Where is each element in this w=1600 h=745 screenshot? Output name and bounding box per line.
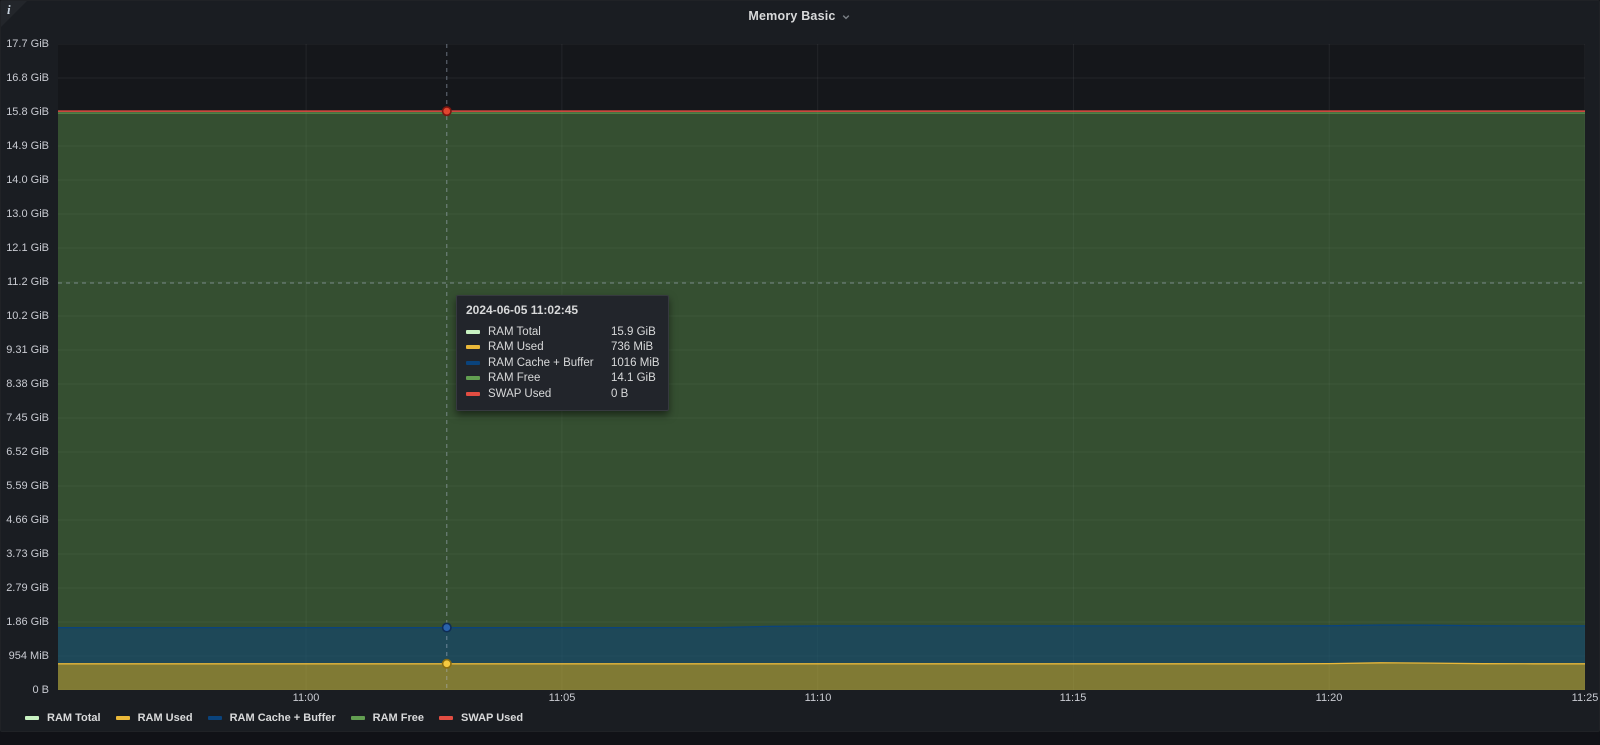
y-tick-label: 8.38 GiB [6,378,49,390]
tooltip-series-name: SWAP Used [488,387,552,400]
y-tick-label: 9.31 GiB [6,344,49,356]
panel-info-corner[interactable] [1,1,27,27]
hover-marker-ram-cache-buffer [441,622,452,633]
tooltip-series-name: RAM Free [488,372,541,385]
y-tick-label: 2.79 GiB [6,582,49,594]
y-tick-label: 0 B [32,684,49,696]
panel-header[interactable]: Memory Basic [1,1,1599,31]
tooltip-series-swatch [466,391,480,396]
legend-item-ram-free[interactable]: RAM Free [350,712,424,724]
tooltip-series-swatch [466,376,480,381]
y-tick-label: 5.59 GiB [6,480,49,492]
hover-marker-ram-used [441,658,452,669]
legend-swatch [25,716,39,720]
tooltip-series-name: RAM Total [488,325,541,338]
y-tick-label: 17.7 GiB [6,38,49,50]
tooltip-series-value: 15.9 GiB [611,325,656,338]
legend-item-ram-cache-buffer[interactable]: RAM Cache + Buffer [207,712,336,724]
legend-swatch [207,716,222,720]
y-tick-label: 4.66 GiB [6,514,49,526]
x-tick-label: 11:15 [1059,692,1087,704]
y-tick-label: 1.86 GiB [6,616,49,628]
chart-svg[interactable] [58,44,1585,690]
legend-item-ram-total[interactable]: RAM Total [25,712,101,724]
legend-swatch [438,716,453,720]
info-icon[interactable]: i [7,2,11,17]
tooltip: 2024-06-05 11:02:45 RAM Total 15.9 GiB R… [456,295,669,411]
area-ram-used [58,662,1585,690]
y-tick-label: 3.73 GiB [6,548,49,560]
y-tick-label: 10.2 GiB [6,310,49,322]
legend-swatch [350,716,365,720]
line-ram-used [58,662,1585,665]
legend-item-ram-used[interactable]: RAM Used [115,712,193,724]
legend-swatch [115,716,130,720]
tooltip-series-swatch [466,329,480,334]
x-tick-label: 11:25 [1571,692,1599,704]
y-tick-label: 7.45 GiB [6,412,49,424]
legend-label: RAM Used [137,712,193,724]
x-tick-label: 11:00 [292,692,320,704]
hover-marker-swap-used [441,106,452,117]
line-ram-cache-buffer [58,624,1585,629]
tooltip-series-value: 736 MiB [611,341,654,354]
tooltip-row: RAM Used 736 MiB [466,340,659,356]
legend: RAM Total RAM Used RAM Cache + Buffer RA… [25,708,523,728]
legend-label: RAM Total [47,712,101,724]
chevron-down-icon [842,15,849,20]
y-tick-label: 954 MiB [8,650,49,662]
tooltip-series-swatch [466,360,480,365]
legend-label: SWAP Used [460,712,524,724]
tooltip-series-value: 0 B [611,387,629,400]
tooltip-row: RAM Free 14.1 GiB [466,371,659,387]
panel-title[interactable]: Memory Basic [748,9,836,23]
tooltip-series-swatch [466,345,480,350]
tooltip-timestamp: 2024-06-05 11:02:45 [466,303,579,317]
y-tick-label: 14.0 GiB [6,174,49,186]
tooltip-row: RAM Total 15.9 GiB [466,324,659,340]
y-tick-label: 16.8 GiB [6,72,49,84]
legend-item-swap-used[interactable]: SWAP Used [438,712,524,724]
x-tick-label: 11:10 [804,692,832,704]
y-tick-label: 6.52 GiB [6,446,49,458]
tooltip-series-value: 1016 MiB [611,356,660,369]
tooltip-series-value: 14.1 GiB [611,372,656,385]
y-tick-label: 14.9 GiB [6,140,49,152]
area-ram-free [58,113,1585,690]
legend-label: RAM Cache + Buffer [229,712,336,724]
tooltip-row: SWAP Used 0 B [466,386,659,402]
y-tick-label: 13.0 GiB [6,208,49,220]
area-ram-cache-buffer [58,625,1585,664]
tooltip-series-name: RAM Used [488,341,544,354]
y-tick-label: 15.8 GiB [6,106,49,118]
tooltip-row: RAM Cache + Buffer 1016 MiB [466,355,660,371]
legend-label: RAM Free [372,712,424,724]
y-tick-label: 12.1 GiB [6,242,49,254]
plot-background [58,44,1585,690]
x-tick-label: 11:20 [1315,692,1343,704]
y-tick-label: 11.2 GiB [7,276,49,288]
tooltip-series-name: RAM Cache + Buffer [488,356,594,369]
x-tick-label: 11:05 [548,692,576,704]
